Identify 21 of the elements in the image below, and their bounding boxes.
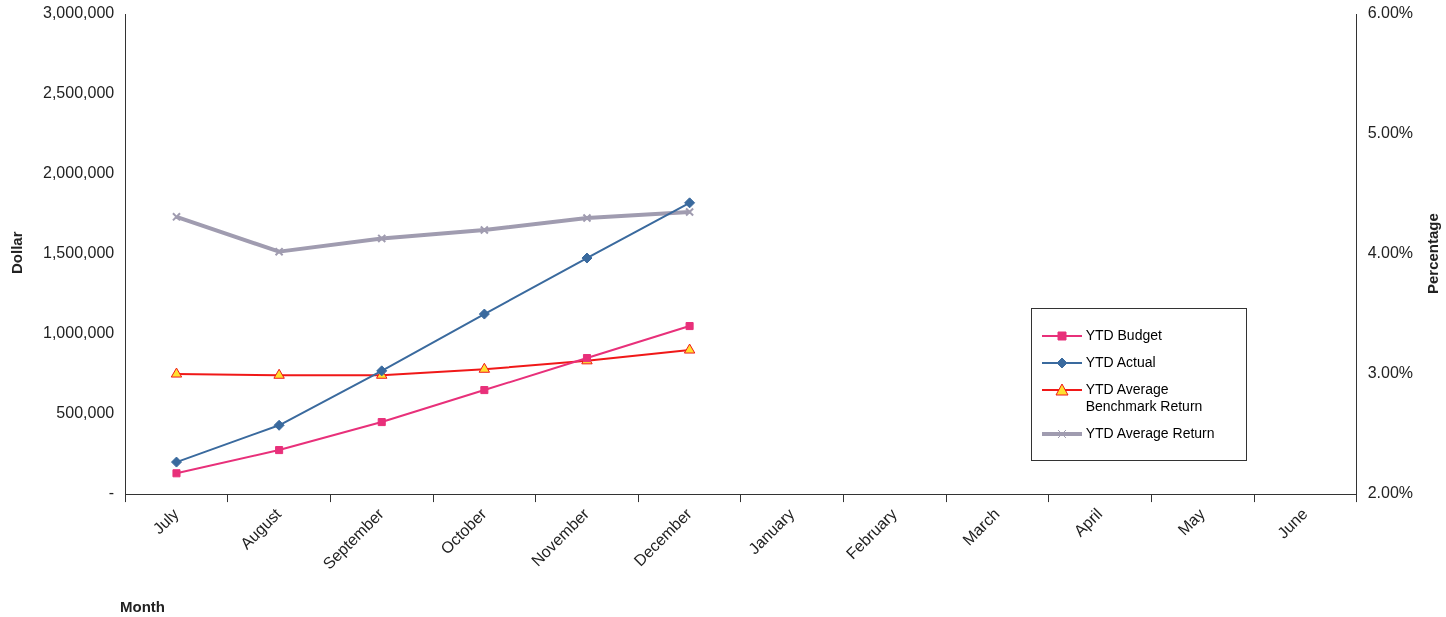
y-tick-label: 3,000,000 [42,4,115,22]
y-tick-label: 1,000,000 [42,324,115,342]
y2-axis-title: Percentage [1424,213,1441,295]
x-axis-title: Month [120,598,165,615]
y-tick-label: 1,500,000 [42,244,115,262]
legend-label: YTD Budget [1085,326,1162,344]
y-tick-label: 2,500,000 [42,84,115,102]
x-tick-label: May [1174,505,1208,539]
y-axis-title: Dollar [8,231,25,275]
legend-label: YTD Actual [1085,353,1156,371]
y-tick-label: 500,000 [56,404,115,422]
x-tick-label: July [149,505,182,538]
y-tick-label: - [108,484,115,502]
legend-label: YTD Average Benchmark Return [1085,380,1204,415]
y2-tick-label: 6.00% [1367,4,1414,22]
y-tick-label: 2,000,000 [42,164,115,182]
y2-tick-label: 2.00% [1367,484,1414,502]
y2-tick-label: 5.00% [1367,124,1414,142]
y2-tick-label: 3.00% [1367,364,1414,382]
y2-tick-label: 4.00% [1367,244,1414,262]
legend-label: YTD Average Return [1085,424,1215,442]
